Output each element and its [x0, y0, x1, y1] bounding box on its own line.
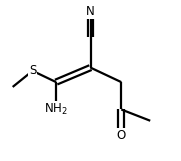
Text: N: N [86, 5, 95, 18]
Text: S: S [29, 64, 36, 77]
Text: NH$_2$: NH$_2$ [44, 102, 68, 117]
Text: O: O [117, 129, 126, 142]
